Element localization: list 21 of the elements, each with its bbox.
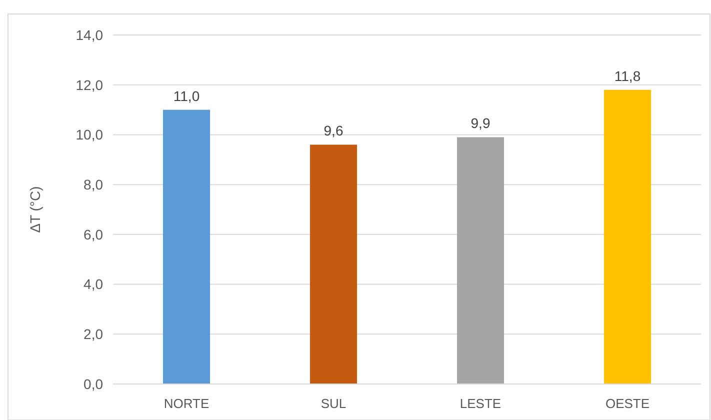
bar [162,110,210,384]
bar [604,90,652,384]
x-tick-label: LESTE [460,396,502,411]
x-tick-label: NORTE [164,396,210,411]
data-label: 11,0 [173,88,200,104]
y-tick-label: 4,0 [84,276,104,292]
data-label: 11,8 [614,68,641,84]
bar [310,144,358,384]
y-tick-label: 2,0 [84,326,104,342]
y-axis-title: ΔT (°C) [27,186,43,233]
y-tick-label: 8,0 [84,176,104,192]
x-tick-label: OESTE [605,396,650,411]
y-tick-label: 0,0 [84,376,104,392]
data-label: 9,6 [324,122,344,139]
bar [456,137,504,384]
y-tick-label: 12,0 [76,76,104,93]
y-tick-label: 6,0 [84,226,104,242]
data-label: 9,9 [470,115,490,132]
y-tick-label: 14,0 [76,26,104,43]
x-tick-label: SUL [320,396,346,411]
y-tick-label: 10,0 [76,126,104,143]
